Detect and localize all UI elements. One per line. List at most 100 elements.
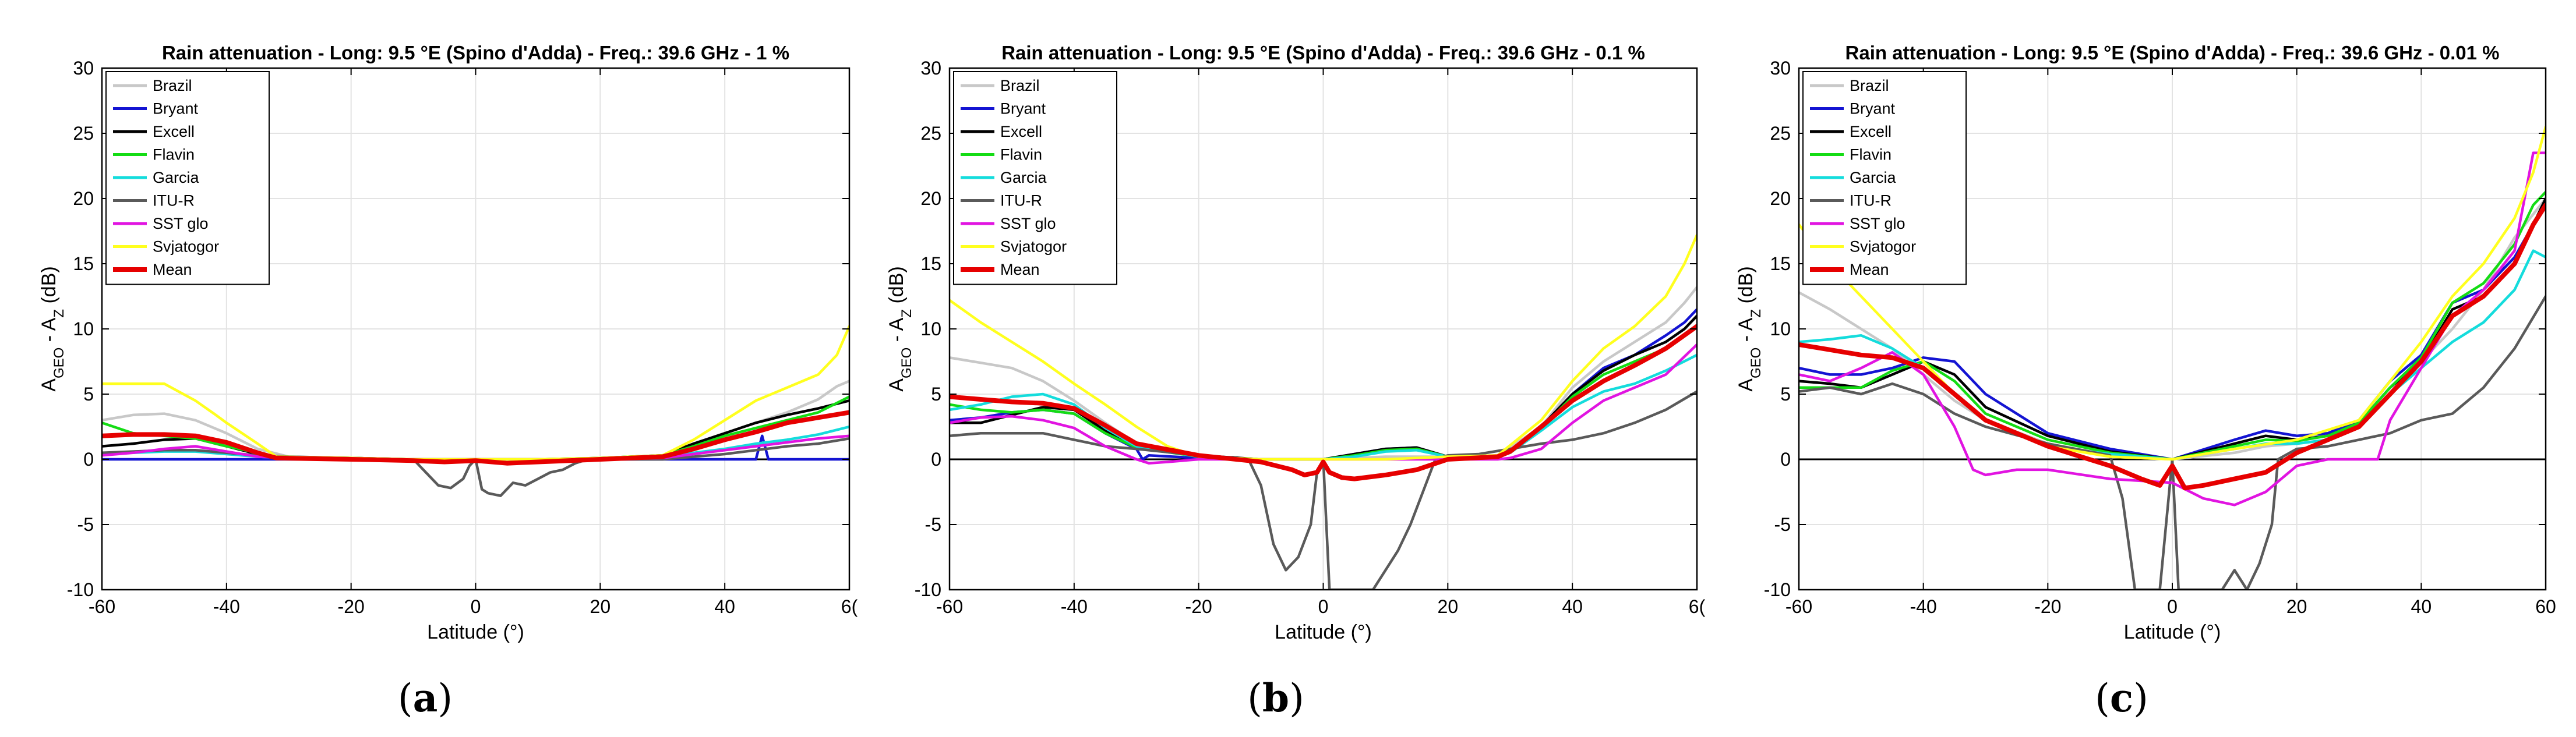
legend-label: ITU-R bbox=[153, 192, 195, 210]
legend-label: Mean bbox=[1000, 261, 1040, 278]
legend-label: Flavin bbox=[1000, 146, 1042, 164]
series-line-mean bbox=[102, 410, 849, 466]
legend-label: Garcia bbox=[1850, 169, 1897, 186]
x-tick-label: 0 bbox=[471, 596, 481, 617]
y-axis-label-sub1: GEO bbox=[1748, 348, 1764, 378]
legend-label: Brazil bbox=[153, 77, 192, 94]
legend-label: Garcia bbox=[1000, 169, 1047, 186]
panel-caption-letter: c bbox=[2110, 675, 2133, 721]
legend-label: SST glo bbox=[1850, 215, 1905, 232]
y-tick-label: 5 bbox=[83, 384, 94, 405]
y-tick-label: -10 bbox=[915, 579, 941, 600]
y-axis-label-unit: (dB) bbox=[38, 266, 60, 309]
chart-panel-c: -60 -40 -20 0 20 40 60 -10 -5 0 5 10 15 20 25 30 Rain at… bbox=[1735, 42, 2556, 721]
legend-label: Mean bbox=[1850, 261, 1889, 278]
legend-label: Excell bbox=[153, 123, 195, 140]
legend-label: Garcia bbox=[153, 169, 200, 186]
y-tick-label: 5 bbox=[1780, 384, 1791, 405]
y-tick-label: 20 bbox=[73, 188, 94, 209]
x-tick-label: -20 bbox=[1185, 596, 1212, 617]
y-axis-label-main: A bbox=[885, 378, 908, 392]
y-tick-label: 20 bbox=[920, 188, 941, 209]
y-tick-label: 0 bbox=[83, 449, 94, 470]
panel-caption-close: ) bbox=[2133, 676, 2148, 721]
y-tick-label: 15 bbox=[920, 253, 941, 274]
y-tick-label: -5 bbox=[77, 514, 94, 535]
x-tick-label: 6( bbox=[841, 596, 858, 617]
series-line-garcia bbox=[950, 353, 1697, 461]
y-axis-label-mid: - A bbox=[885, 317, 908, 347]
x-tick-label: -20 bbox=[338, 596, 365, 617]
y-axis-label-mid: - A bbox=[38, 317, 60, 347]
legend-label: SST glo bbox=[1000, 215, 1056, 232]
series-line-itu-r bbox=[1799, 295, 2546, 590]
chart-title: Rain attenuation - Long: 9.5 °E (Spino d… bbox=[162, 42, 789, 63]
y-axis-label-sub2: Z bbox=[899, 309, 915, 318]
x-tick-label: -40 bbox=[1910, 596, 1937, 617]
panel-caption-letter: a bbox=[413, 675, 438, 721]
y-tick-label: 25 bbox=[920, 123, 941, 144]
panel-caption-open: ( bbox=[2095, 676, 2110, 721]
y-tick-label: 30 bbox=[73, 58, 94, 79]
series-line-mean bbox=[1799, 203, 2546, 491]
panel-caption-close: ) bbox=[1289, 676, 1304, 721]
y-axis-label: AGEO - AZ (dB) bbox=[885, 266, 915, 391]
series-line-mean bbox=[950, 324, 1697, 481]
y-tick-label: -10 bbox=[67, 579, 94, 600]
legend-label: SST glo bbox=[153, 215, 209, 232]
x-tick-label: -20 bbox=[2034, 596, 2061, 617]
x-axis-label: Latitude (°) bbox=[1275, 621, 1372, 643]
series-lines bbox=[1799, 125, 2546, 590]
y-tick-label: -10 bbox=[1764, 579, 1791, 600]
y-tick-label: 15 bbox=[73, 253, 94, 274]
legend: Brazil Bryant Excell Flavin Garcia ITU-R SST g… bbox=[953, 71, 1117, 285]
x-tick-label: 0 bbox=[2167, 596, 2178, 617]
y-tick-label: 5 bbox=[931, 384, 941, 405]
x-tick-label: 6( bbox=[1689, 596, 1706, 617]
chart-title: Rain attenuation - Long: 9.5 °E (Spino d… bbox=[1001, 42, 1645, 63]
chart-panel-b: -60 -40 -20 0 20 40 6(-10 -5 0 5 10 15 20 25 30 Rain at… bbox=[885, 42, 1706, 721]
panel-caption-open: ( bbox=[398, 676, 413, 721]
x-tick-label: 40 bbox=[2411, 596, 2432, 617]
y-tick-label: 25 bbox=[1770, 123, 1791, 144]
x-tick-label: -40 bbox=[213, 596, 240, 617]
x-tick-label: -60 bbox=[89, 596, 115, 617]
y-axis-label-unit: (dB) bbox=[1735, 266, 1757, 309]
legend-label: Svjatogor bbox=[1850, 238, 1916, 256]
y-axis-label-sub2: Z bbox=[51, 309, 67, 318]
series-lines bbox=[950, 233, 1697, 590]
series-line-brazil bbox=[1799, 197, 2546, 461]
y-tick-label: -5 bbox=[1774, 514, 1791, 535]
legend-label: ITU-R bbox=[1850, 192, 1892, 210]
y-axis-label: AGEO - AZ (dB) bbox=[38, 266, 67, 391]
legend-label: Svjatogor bbox=[1000, 238, 1067, 256]
y-tick-label: 25 bbox=[73, 123, 94, 144]
legend-label: Bryant bbox=[1000, 100, 1046, 118]
series-line-svjatogor bbox=[950, 233, 1697, 461]
x-tick-label: 20 bbox=[590, 596, 611, 617]
y-tick-label: 0 bbox=[931, 449, 941, 470]
legend-label: Svjatogor bbox=[153, 238, 219, 256]
legend-label: Bryant bbox=[1850, 100, 1896, 118]
y-axis-label-main: A bbox=[1735, 378, 1757, 392]
x-axis-label: Latitude (°) bbox=[427, 621, 524, 643]
x-axis-label: Latitude (°) bbox=[2124, 621, 2221, 643]
y-tick-label: 0 bbox=[1780, 449, 1791, 470]
y-axis-label-sub1: GEO bbox=[899, 348, 915, 378]
y-axis-label-sub1: GEO bbox=[51, 348, 67, 378]
legend-label: Bryant bbox=[153, 100, 199, 118]
series-line-flavin bbox=[1799, 190, 2546, 461]
y-tick-label: -5 bbox=[925, 514, 941, 535]
y-tick-label: 30 bbox=[920, 58, 941, 79]
x-tick-label: -60 bbox=[1785, 596, 1812, 617]
x-tick-label: 60 bbox=[2535, 596, 2556, 617]
legend-label: Excell bbox=[1850, 123, 1892, 140]
chart-title: Rain attenuation - Long: 9.5 °E (Spino d… bbox=[1845, 42, 2500, 63]
legend-label: Brazil bbox=[1000, 77, 1040, 94]
y-tick-label: 20 bbox=[1770, 188, 1791, 209]
legend-label: Flavin bbox=[153, 146, 195, 164]
legend-label: Mean bbox=[153, 261, 192, 278]
legend-label: Excell bbox=[1000, 123, 1042, 140]
y-axis-label-unit: (dB) bbox=[885, 266, 908, 309]
